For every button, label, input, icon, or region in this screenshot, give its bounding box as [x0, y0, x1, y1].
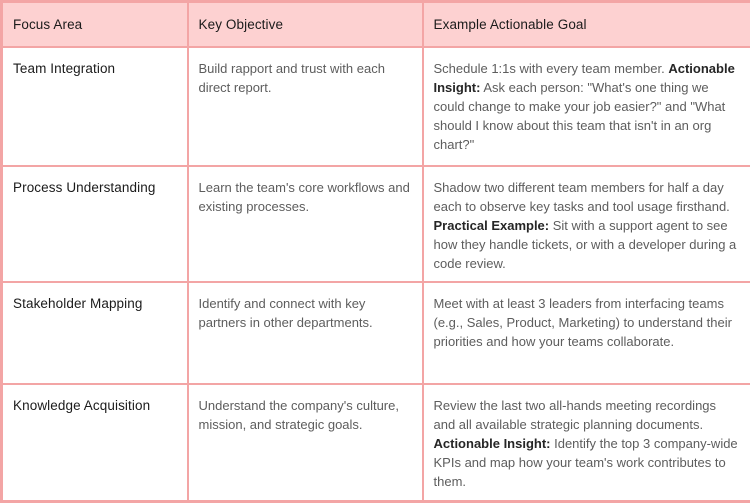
header-focus-area: Focus Area	[2, 2, 188, 47]
header-example-actionable-goal: Example Actionable Goal	[423, 2, 750, 47]
key-objective-cell: Understand the company's culture, missio…	[188, 384, 423, 502]
table-row-stakeholder-mapping: Stakeholder Mapping Identify and connect…	[2, 282, 750, 384]
focus-area-cell: Stakeholder Mapping	[2, 282, 188, 384]
table-header-row: Focus Area Key Objective Example Actiona…	[2, 2, 750, 47]
table-row-knowledge-acquisition: Knowledge Acquisition Understand the com…	[2, 384, 750, 502]
actionable-goal-cell: Schedule 1:1s with every team member. Ac…	[423, 47, 750, 166]
table-row-team-integration: Team Integration Build rapport and trust…	[2, 47, 750, 166]
key-objective-cell: Identify and connect with key partners i…	[188, 282, 423, 384]
goal-bold-label: Practical Example:	[434, 218, 550, 233]
focus-area-cell: Knowledge Acquisition	[2, 384, 188, 502]
table-row-process-understanding: Process Understanding Learn the team's c…	[2, 166, 750, 282]
goal-text: Review the last two all-hands meeting re…	[434, 398, 717, 432]
goal-text: Shadow two different team members for ha…	[434, 180, 730, 214]
focus-area-cell: Process Understanding	[2, 166, 188, 282]
goal-text: Schedule 1:1s with every team member.	[434, 61, 669, 76]
goal-text: Meet with at least 3 leaders from interf…	[434, 296, 732, 349]
actionable-goal-cell: Meet with at least 3 leaders from interf…	[423, 282, 750, 384]
actionable-goal-cell: Shadow two different team members for ha…	[423, 166, 750, 282]
header-key-objective: Key Objective	[188, 2, 423, 47]
table-body: Team Integration Build rapport and trust…	[2, 47, 750, 502]
focus-area-cell: Team Integration	[2, 47, 188, 166]
actionable-goal-cell: Review the last two all-hands meeting re…	[423, 384, 750, 502]
key-objective-cell: Build rapport and trust with each direct…	[188, 47, 423, 166]
goal-bold-label: Actionable Insight:	[434, 436, 551, 451]
key-objective-cell: Learn the team's core workflows and exis…	[188, 166, 423, 282]
